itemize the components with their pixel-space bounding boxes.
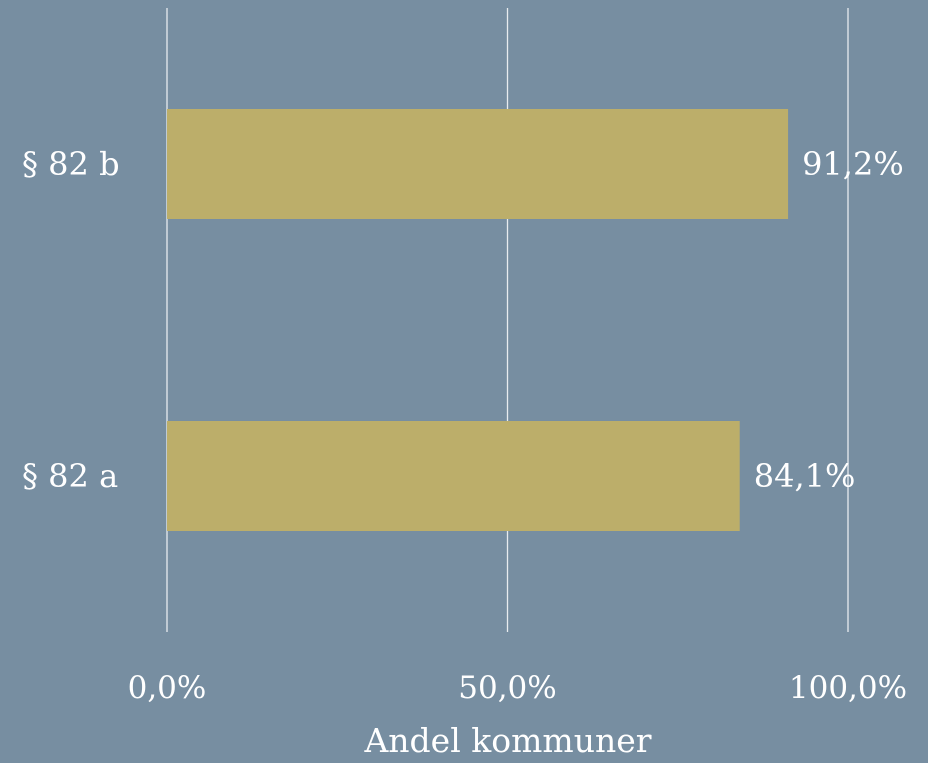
gridlines: [166, 8, 849, 632]
category-label: § 82 a: [22, 457, 118, 495]
x-tick-label: 50,0%: [458, 670, 556, 706]
x-axis-title: Andel kommuner: [363, 721, 651, 758]
x-tick-label: 0,0%: [128, 670, 207, 706]
category-label: § 82 b: [22, 145, 120, 183]
bar: [167, 109, 789, 219]
bar: [167, 421, 740, 531]
data-label: 84,1%: [754, 457, 856, 495]
labels: 0,0% 50,0% 100,0% § 82 b 91,2% § 82 a 84,1%: [22, 145, 907, 706]
data-label: 91,2%: [802, 145, 904, 183]
x-tick-label: 100,0%: [789, 670, 907, 706]
bars: [167, 109, 789, 531]
